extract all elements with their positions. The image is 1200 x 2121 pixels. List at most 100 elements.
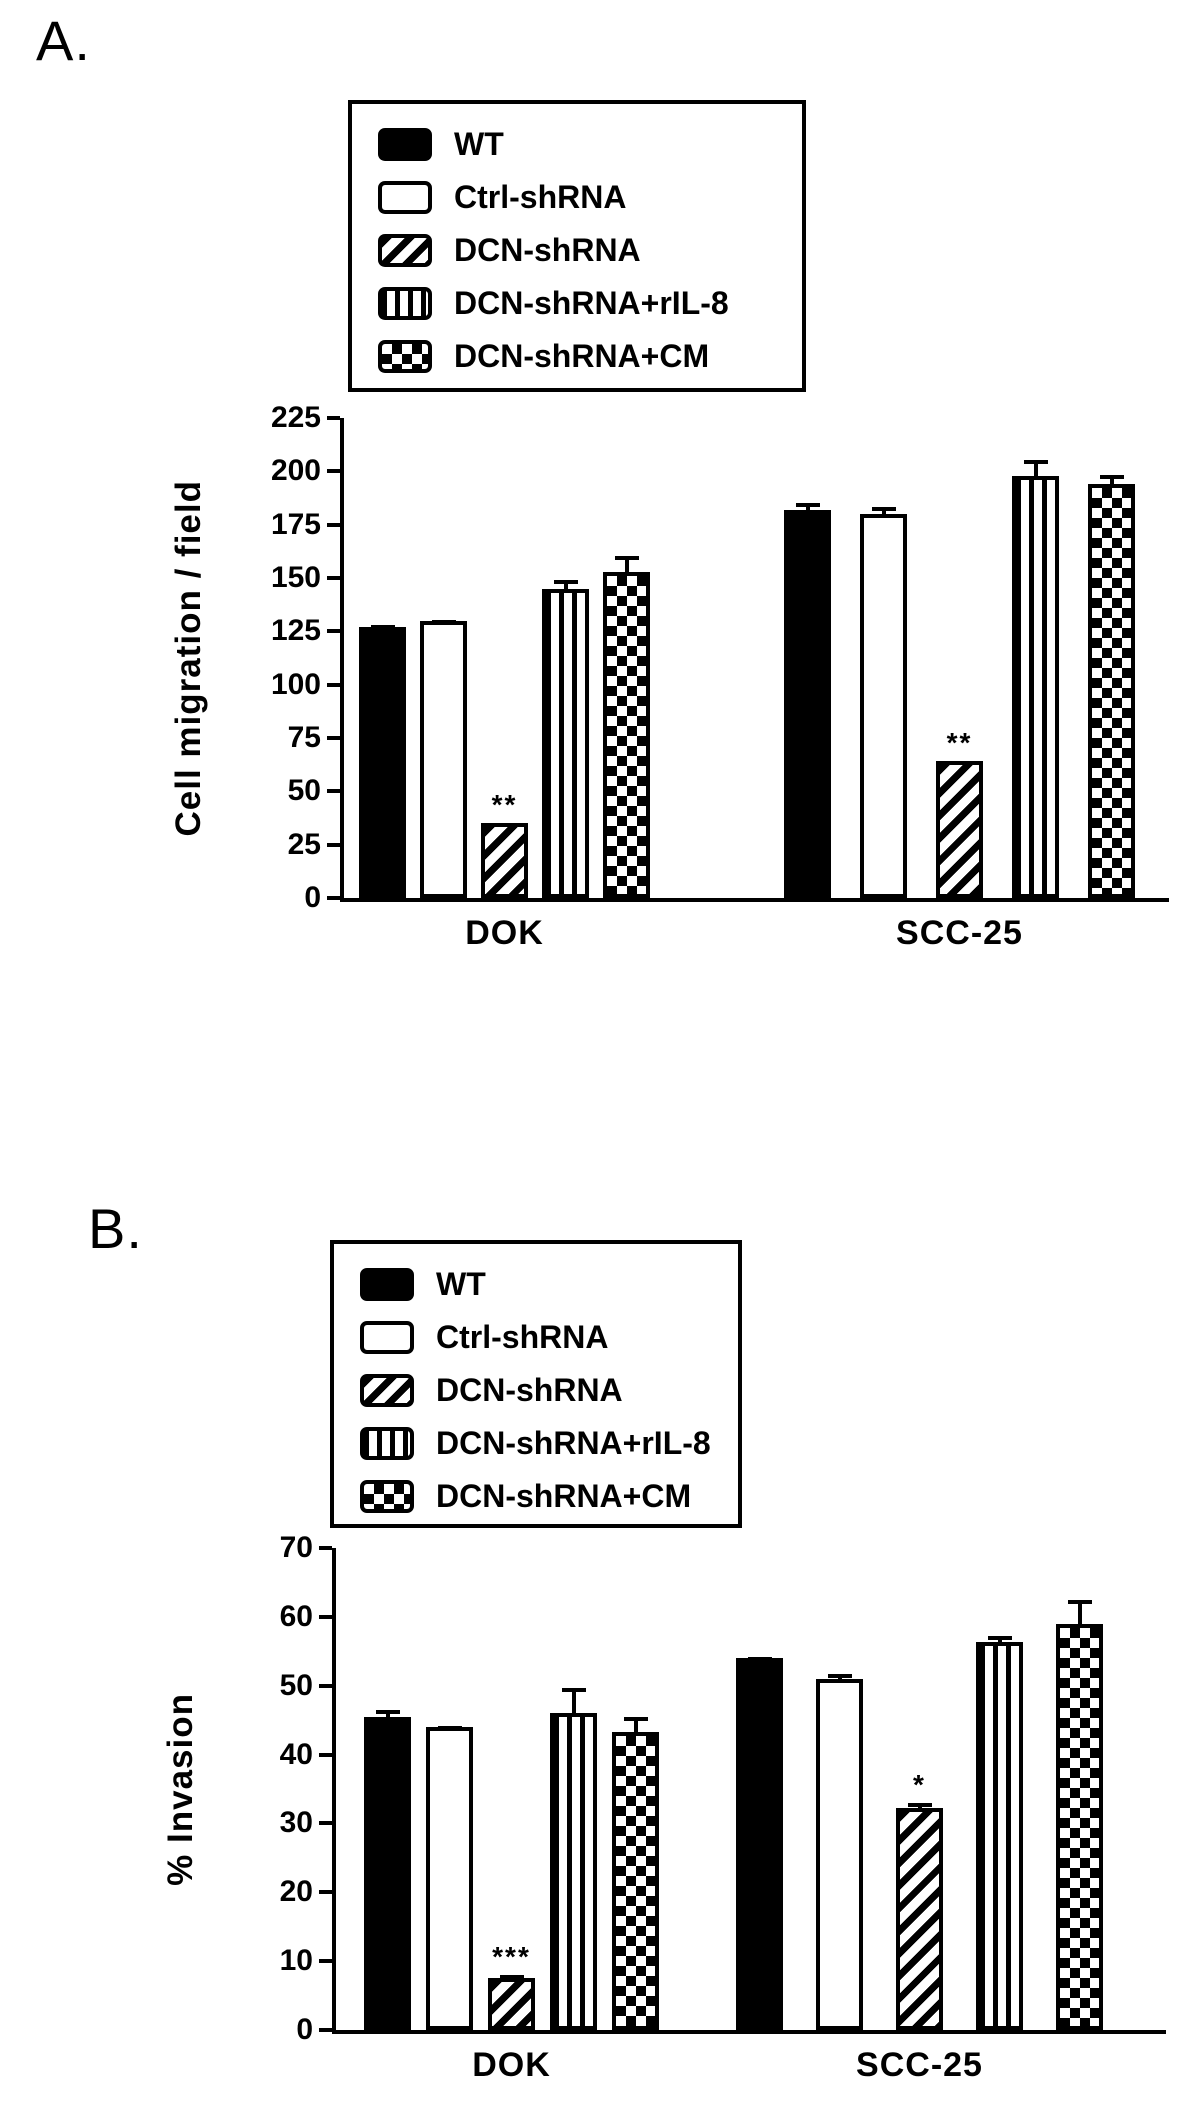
y-tick-label: 150 xyxy=(270,561,321,594)
y-axis-tick xyxy=(319,1821,332,1826)
error-bar-whisker xyxy=(1077,1600,1082,1628)
y-axis-tick xyxy=(319,1752,332,1757)
y-tick-label: 100 xyxy=(270,667,321,701)
open-white-swatch xyxy=(360,1321,414,1354)
y-tick-label: 30 xyxy=(279,1806,313,1840)
error-bar-cap xyxy=(623,1716,648,1721)
error-bar-whisker xyxy=(385,1710,390,1721)
error-bar-whisker xyxy=(1033,460,1038,480)
x-category-label-dok: DOK xyxy=(465,914,544,952)
bar-scc-25-ctrl-shrna xyxy=(816,1673,863,2030)
bar-scc-25-dcn-shrna+cm xyxy=(1088,475,1135,898)
bar-scc-25-dcn-shrna: ** xyxy=(936,729,983,898)
error-bar-cap xyxy=(437,1725,462,1730)
bar-scc-25-wt xyxy=(784,503,831,898)
error-bar-whisker xyxy=(571,1687,576,1718)
error-bar-whisker xyxy=(997,1636,1002,1647)
legend-item: DCN-shRNA xyxy=(378,224,802,277)
legend-item: DCN-shRNA+CM xyxy=(378,330,802,383)
bar-scc-25-wt xyxy=(736,1657,783,2030)
error-bar-cap xyxy=(795,503,820,508)
y-axis-tick xyxy=(319,1683,332,1688)
legend-item: DCN-shRNA+rIL-8 xyxy=(378,277,802,330)
y-axis-tick xyxy=(319,1890,332,1895)
bar-dok-wt xyxy=(359,624,406,898)
y-tick-label: 125 xyxy=(270,614,321,648)
y-tick-label: 0 xyxy=(296,2013,313,2046)
y-axis-tick xyxy=(319,1546,332,1550)
error-bar-cap xyxy=(375,1710,400,1715)
error-bar-whisker xyxy=(1109,475,1114,489)
y-axis-tick xyxy=(327,469,340,474)
error-bar-cap xyxy=(1099,475,1124,480)
legend-item: DCN-shRNA xyxy=(360,1364,738,1417)
solid-black-swatch xyxy=(378,128,432,161)
y-tick-label: 0 xyxy=(304,881,321,914)
legend-item-label: DCN-shRNA+CM xyxy=(454,338,710,374)
bar-scc-25-dcn-shrna+ril-8 xyxy=(1012,460,1059,898)
vertical-stripe-swatch xyxy=(360,1427,414,1460)
y-axis-tick xyxy=(327,736,340,740)
x-category-label-scc-25: SCC-25 xyxy=(896,914,1023,952)
y-axis-tick xyxy=(319,1614,332,1619)
legend-item-label: WT xyxy=(436,1266,486,1302)
error-bar-cap xyxy=(987,1636,1012,1641)
open-white-swatch xyxy=(378,181,432,214)
error-bar-cap xyxy=(947,761,972,766)
error-bar-cap xyxy=(370,624,395,629)
legend-item: WT xyxy=(360,1258,738,1311)
bar-dok-dcn-shrna+cm xyxy=(612,1716,659,2030)
legend-item-label: DCN-shRNA+rIL-8 xyxy=(454,285,729,321)
error-bar-whisker xyxy=(624,556,629,576)
y-tick-label: 200 xyxy=(270,454,321,488)
bar-group-dok: *** xyxy=(364,1687,659,2030)
y-axis-title-a: Cell migration / field xyxy=(169,479,208,837)
y-axis-tick xyxy=(327,629,340,634)
x-category-label-scc-25: SCC-25 xyxy=(856,2046,983,2084)
bar-dok-ctrl-shrna xyxy=(426,1725,473,2030)
y-tick-label: 60 xyxy=(279,1599,313,1633)
bar-scc-25-dcn-shrna: * xyxy=(896,1771,943,2030)
y-axis-tick xyxy=(327,416,340,420)
y-axis-tick xyxy=(327,896,340,900)
y-tick-label: 75 xyxy=(287,721,321,754)
y-axis-tick xyxy=(327,576,340,580)
error-bar-whisker xyxy=(633,1716,638,1736)
legend-item: Ctrl-shRNA xyxy=(360,1311,738,1364)
error-bar-whisker xyxy=(917,1803,922,1812)
bar-dok-dcn-shrna: ** xyxy=(481,791,528,898)
significance-marker: ** xyxy=(946,727,973,759)
legend-item-label: WT xyxy=(454,126,504,162)
bar-group-scc-25: * xyxy=(736,1600,1103,2030)
error-bar-cap xyxy=(1067,1600,1092,1605)
y-axis-tick xyxy=(327,522,340,527)
error-bar-whisker xyxy=(563,579,568,593)
solid-black-swatch xyxy=(360,1268,414,1301)
bar-group-scc-25: ** xyxy=(784,460,1135,898)
y-tick-label: 70 xyxy=(279,1531,313,1564)
legend-item-label: Ctrl-shRNA xyxy=(436,1319,609,1355)
legend-item-label: Ctrl-shRNA xyxy=(454,179,627,215)
legend-item: Ctrl-shRNA xyxy=(378,171,802,224)
bar-dok-wt xyxy=(364,1710,411,2030)
y-tick-label: 175 xyxy=(270,507,321,541)
error-bar-whisker xyxy=(837,1673,842,1683)
legend-item-label: DCN-shRNA xyxy=(436,1372,623,1408)
error-bar-cap xyxy=(431,620,456,625)
y-tick-label: 50 xyxy=(279,1668,313,1702)
y-axis-tick xyxy=(327,789,340,794)
legend-item: DCN-shRNA+rIL-8 xyxy=(360,1417,738,1470)
bar-dok-dcn-shrna+ril-8 xyxy=(550,1687,597,2030)
legend-item-label: DCN-shRNA xyxy=(454,232,641,268)
bar-dok-dcn-shrna: *** xyxy=(488,1943,535,2030)
legend-item-label: DCN-shRNA+rIL-8 xyxy=(436,1425,711,1461)
error-bar-cap xyxy=(907,1803,932,1808)
y-tick-label: 225 xyxy=(270,401,321,434)
y-axis-tick xyxy=(319,1959,332,1964)
legend-item: DCN-shRNA+CM xyxy=(360,1470,738,1523)
y-tick-label: 10 xyxy=(279,1944,313,1978)
diagonal-hatch-swatch xyxy=(360,1374,414,1407)
diagonal-hatch-swatch xyxy=(378,234,432,267)
significance-marker: ** xyxy=(491,789,518,821)
